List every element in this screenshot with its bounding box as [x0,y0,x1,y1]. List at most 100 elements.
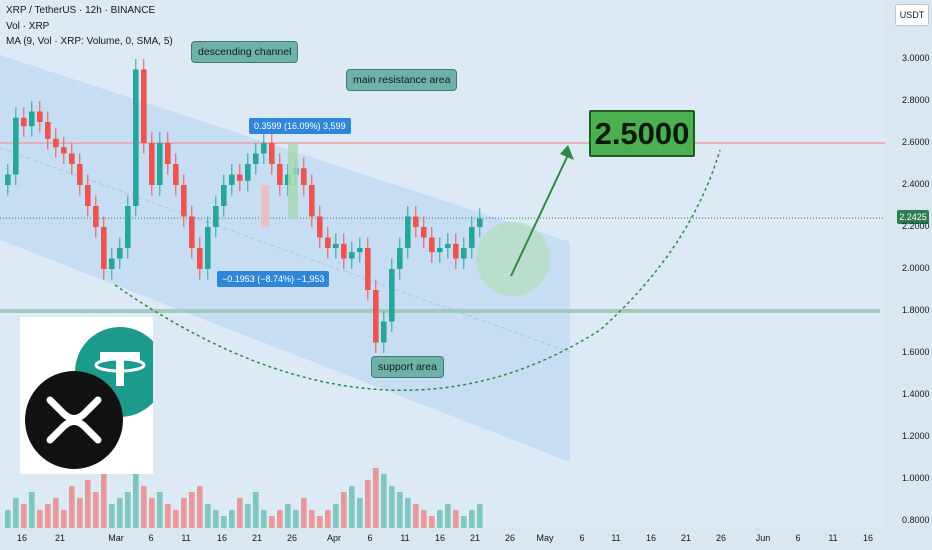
volume-bar [253,492,259,528]
volume-bar [157,492,163,528]
measure-down-bracket [261,185,269,227]
volume-bar [85,480,91,528]
volume-bar [325,510,331,528]
volume-bar [133,468,139,528]
x-tick-label: 6 [579,533,585,543]
candle-body [429,237,435,253]
candle-body [157,143,163,185]
candle-body [301,168,307,185]
candle-body [325,237,331,248]
support-area-callout: support area [371,356,444,378]
volume-bar [421,510,427,528]
candle-body [165,143,171,164]
candle-body [181,185,187,217]
volume-bar [293,510,299,528]
x-tick-label: Mar [108,533,124,543]
candle-body [333,243,339,248]
volume-bar [37,510,43,528]
projected-arc [114,149,721,391]
candle-body [21,117,27,127]
candle-body [5,174,11,185]
candle-body [421,227,427,238]
volume-bar [237,498,243,528]
candle-body [213,206,219,227]
x-tick-label: 21 [54,533,66,543]
crypto-logos [20,317,153,474]
candle-body [37,111,43,122]
volume-bar [341,492,347,528]
volume-bar [477,504,483,528]
measure-up-bracket [288,143,298,219]
candle-body [109,258,115,269]
candle-body [405,216,411,248]
candle-body [77,164,83,185]
volume-bar [357,498,363,528]
x-tick-label: 16 [216,533,228,543]
volume-bar [181,498,187,528]
measure-down-label: −0.1953 (−8.74%) −1,953 [217,271,330,287]
x-tick-label: 16 [645,533,657,543]
y-tick-label: 3.0000 [902,53,930,63]
y-tick-label: 1.4000 [902,389,930,399]
volume-bar [461,516,467,528]
x-tick-label: 21 [469,533,481,543]
candle-body [13,117,19,175]
x-tick-label: 16 [16,533,28,543]
candle-body [469,227,475,248]
candle-body [413,216,419,227]
volume-bar [149,498,155,528]
candle-body [261,143,267,154]
candle-body [277,164,283,185]
volume-bar [445,504,451,528]
y-tick-label: 1.0000 [902,473,930,483]
candle-body [437,248,443,253]
x-tick-label: May [536,533,554,543]
y-tick-label: 2.2000 [902,221,930,231]
currency-label[interactable]: USDT [895,4,929,26]
volume-bar [165,504,171,528]
candle-body [101,227,107,269]
candle-body [285,174,291,185]
x-tick-label: 26 [286,533,298,543]
volume-bar [141,486,147,528]
symbol-title: XRP / TetherUS · 12h · BINANCE [6,5,156,16]
volume-bar [381,474,387,528]
candle-body [269,143,275,164]
main-resistance-callout: main resistance area [346,69,458,91]
descending-channel-callout: descending channel [191,41,299,63]
candle-body [461,248,467,259]
candle-body [229,174,235,185]
x-tick-label: 16 [862,533,874,543]
volume-bar [205,504,211,528]
candle-body [381,321,387,343]
volume-bar [277,510,283,528]
y-tick-label: 2.8000 [902,95,930,105]
volume-bar [197,486,203,528]
x-tick-label: 26 [504,533,516,543]
x-tick-label: 11 [400,533,410,543]
signal-arrow-icon [510,154,569,277]
candle-body [341,243,347,259]
candle-body [453,243,459,259]
volume-bar [333,504,339,528]
candle-body [237,174,243,181]
y-tick-label: 2.6000 [902,137,930,147]
candle-body [221,185,227,206]
candle-body [133,69,139,206]
x-tick-label: 11 [611,533,621,543]
volume-bar [453,510,459,528]
volume-bar [189,492,195,528]
volume-bar [125,492,131,528]
volume-bar [365,480,371,528]
volume-bar [405,498,411,528]
support-zone [0,309,880,313]
candle-body [141,69,147,143]
x-tick-label: Jun [755,533,771,543]
volume-bar [53,498,59,528]
volume-bar [61,510,67,528]
candle-body [445,243,451,248]
volume-bar [101,474,107,528]
volume-bar [21,504,27,528]
volume-bar [13,498,19,528]
